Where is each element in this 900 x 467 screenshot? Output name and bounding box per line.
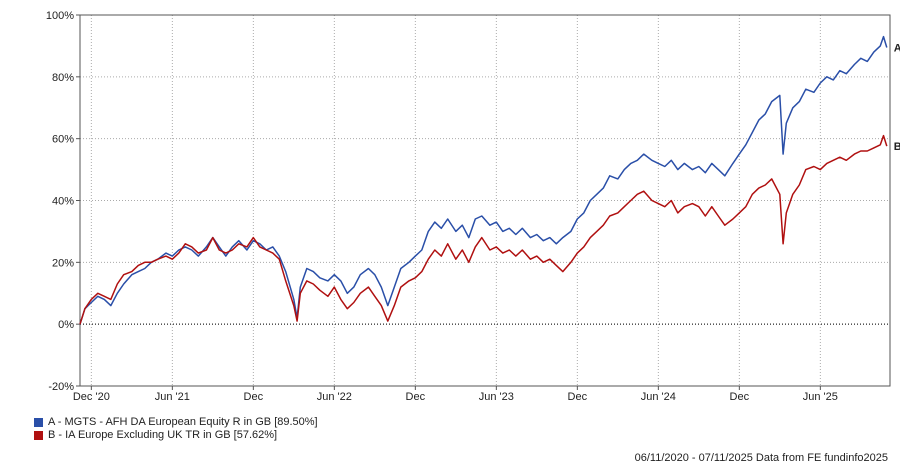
- y-axis-ticks: 100% 80% 60% 40% 20% 0% -20%: [46, 10, 80, 393]
- y-tick-label: -20%: [48, 381, 74, 393]
- legend-item-b: B - IA Europe Excluding UK TR in GB [57.…: [34, 429, 318, 442]
- y-tick-label: 100%: [46, 10, 74, 22]
- plot-frame: [79, 14, 891, 387]
- x-tick-label: Dec: [244, 391, 264, 403]
- x-tick-label: Jun '24: [641, 391, 676, 403]
- legend-label-a: A - MGTS - AFH DA European Equity R in G…: [48, 416, 318, 428]
- y-tick-label: 60%: [52, 134, 74, 146]
- y-tick-label: 0%: [58, 319, 74, 331]
- x-tick-label: Dec: [730, 391, 750, 403]
- grid-lines: [80, 14, 890, 387]
- legend-swatch-a: [34, 418, 43, 427]
- series-end-labels: AB: [894, 42, 900, 153]
- series-end-label-b: B: [894, 141, 900, 153]
- x-tick-label: Jun '25: [803, 391, 838, 403]
- legend-swatch-b: [34, 431, 43, 440]
- x-tick-label: Jun '22: [317, 391, 352, 403]
- y-tick-label: 40%: [52, 196, 74, 208]
- legend-item-a: A - MGTS - AFH DA European Equity R in G…: [34, 416, 318, 429]
- y-tick-label: 20%: [52, 257, 74, 269]
- x-axis-ticks: Dec '20 Jun '21 Dec Jun '22 Dec Jun '23 Dec Jun…: [73, 386, 838, 403]
- series-line-b: [79, 134, 888, 325]
- legend: A - MGTS - AFH DA European Equity R in G…: [34, 416, 318, 442]
- series-lines: [79, 35, 888, 325]
- y-tick-label: 80%: [52, 72, 74, 84]
- x-tick-label: Jun '23: [479, 391, 514, 403]
- x-tick-label: Dec '20: [73, 391, 110, 403]
- data-source-footer: 06/11/2020 - 07/11/2025 Data from FE fun…: [634, 452, 888, 464]
- series-end-label-a: A: [894, 42, 900, 54]
- x-tick-label: Dec: [568, 391, 588, 403]
- x-tick-label: Jun '21: [155, 391, 190, 403]
- legend-label-b: B - IA Europe Excluding UK TR in GB [57.…: [48, 429, 278, 441]
- series-line-a: [79, 35, 888, 325]
- x-tick-label: Dec: [406, 391, 426, 403]
